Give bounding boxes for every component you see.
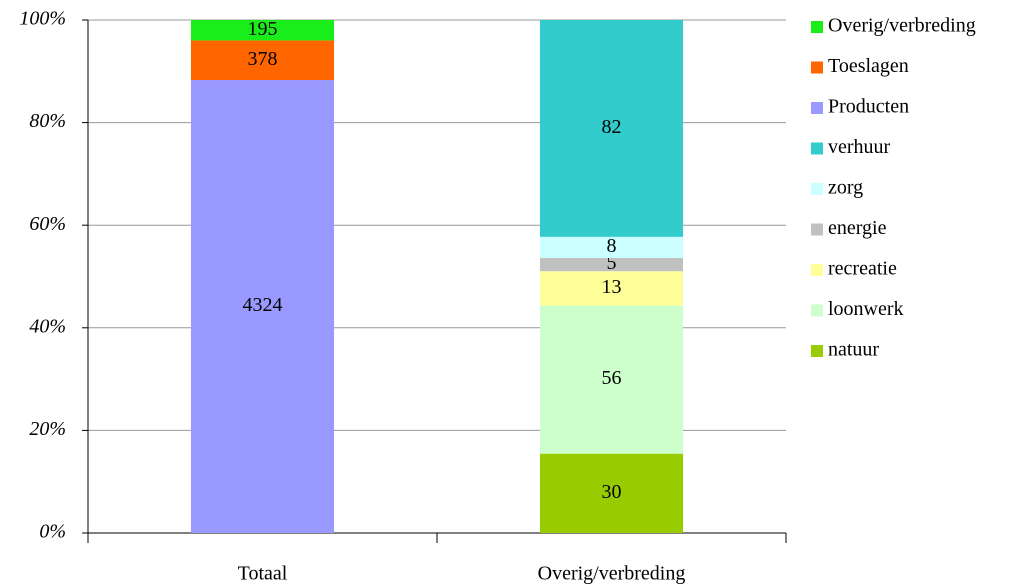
legend-label: natuur <box>828 339 879 361</box>
x-tick-label: Overig/verbreding <box>538 563 686 585</box>
legend-swatch <box>811 345 823 357</box>
value-label: 4324 <box>243 294 283 316</box>
legend-label: Producten <box>828 96 909 118</box>
legend-swatch <box>811 102 823 114</box>
legend-label: Overig/verbreding <box>828 15 976 37</box>
value-label: 56 <box>602 367 622 389</box>
y-tick-label: 0% <box>39 521 66 543</box>
legend-label: Toeslagen <box>828 55 909 77</box>
legend-swatch <box>811 142 823 155</box>
value-label: 8 <box>607 235 617 257</box>
value-label: 378 <box>248 48 278 70</box>
bar-segment <box>539 305 684 454</box>
legend-label: recreatie <box>828 258 897 280</box>
value-label: 195 <box>248 18 278 40</box>
bar-segment <box>539 257 684 272</box>
legend-swatch <box>811 61 823 74</box>
bar-segment <box>539 453 684 533</box>
legend-swatch <box>811 264 823 276</box>
bar-segment <box>190 80 335 534</box>
y-tick-label: 80% <box>29 110 66 132</box>
y-tick-label: 100% <box>19 8 66 30</box>
value-label: 82 <box>602 116 622 138</box>
bar-segment <box>539 20 684 237</box>
legend-swatch <box>811 304 823 317</box>
legend-label: energie <box>828 217 887 239</box>
bar-segment <box>190 20 335 41</box>
legend-label: loonwerk <box>828 298 904 320</box>
value-label: 13 <box>602 276 622 298</box>
bar-segment <box>539 236 684 258</box>
value-label: 5 <box>607 252 617 274</box>
legend-label: zorg <box>828 177 863 199</box>
legend-swatch <box>811 21 823 33</box>
bar-segment <box>190 40 335 81</box>
value-label: 30 <box>602 481 622 503</box>
bar-segment <box>539 271 684 306</box>
y-tick-label: 60% <box>29 213 66 235</box>
y-tick-label: 20% <box>29 418 66 440</box>
legend-swatch <box>811 183 823 195</box>
legend-label: verhuur <box>828 136 891 158</box>
legend-swatch <box>811 223 823 236</box>
x-tick-label: Totaal <box>238 563 288 585</box>
y-tick-label: 40% <box>29 315 66 337</box>
